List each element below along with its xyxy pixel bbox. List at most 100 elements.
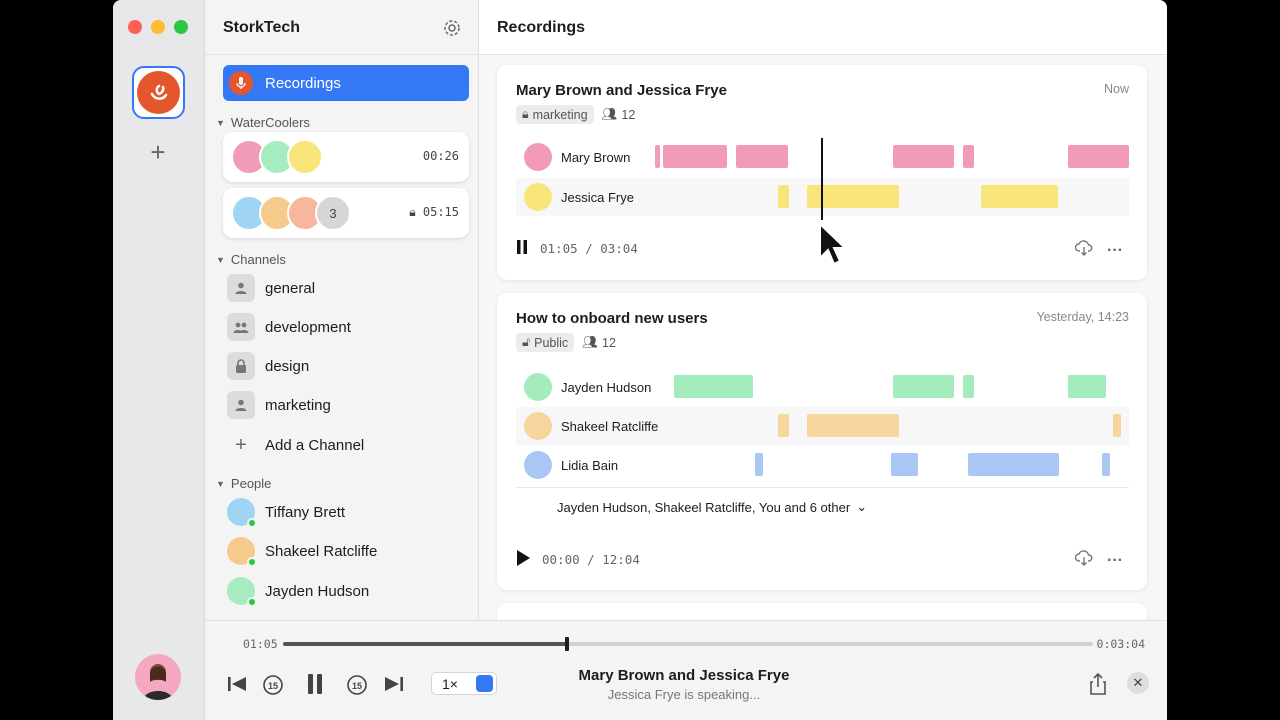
download-icon[interactable]: [1074, 550, 1093, 571]
speech-segment: [736, 145, 788, 168]
section-watercoolers[interactable]: ▼ WaterCoolers: [216, 115, 310, 130]
download-icon[interactable]: [1074, 240, 1093, 261]
chevron-down-icon: ▼: [216, 254, 225, 265]
lock-icon: [227, 352, 255, 380]
chevron-down-icon: ▼: [216, 478, 225, 489]
sidebar: StorkTech Recordings ▼ WaterCoolers 00:2…: [205, 0, 479, 620]
sidebar-item-recordings[interactable]: Recordings: [223, 65, 469, 101]
channel-item-design[interactable]: design: [227, 351, 309, 381]
close-window-button[interactable]: [128, 20, 142, 34]
svg-text:15: 15: [268, 681, 278, 691]
channel-item-general[interactable]: general: [227, 273, 315, 303]
speech-segment: [968, 453, 1059, 476]
sidebar-item-label: Recordings: [265, 74, 341, 92]
person-item-shakeel-ratcliffe[interactable]: Shakeel Ratcliffe: [227, 536, 377, 567]
app-window: + StorkTech Recordings ▼ WaterCoolers: [113, 0, 1167, 720]
watercooler-item[interactable]: 3 🔒︎ 05:15: [223, 188, 469, 238]
progress-fill: [283, 642, 567, 646]
avatar: [524, 143, 552, 171]
avatar: [227, 498, 257, 528]
person-icon: [227, 391, 255, 419]
avatar: [524, 373, 552, 401]
speech-segment: [893, 375, 954, 398]
recording-time: Now: [1103, 82, 1129, 96]
participant-count: 👥︎ 12: [601, 107, 636, 122]
channel-tag[interactable]: 🔓︎ Public: [516, 333, 575, 352]
now-playing-status: Jessica Frye is speaking...: [607, 687, 761, 702]
lock-icon: 🔒︎: [409, 205, 416, 219]
minimize-window-button[interactable]: [151, 20, 165, 34]
skip-forward-icon[interactable]: [381, 671, 407, 697]
more-options-icon[interactable]: ···: [1107, 241, 1123, 259]
progress-handle[interactable]: [564, 637, 569, 651]
avatar: [227, 577, 257, 607]
speaker-track[interactable]: Lidia Bain: [516, 446, 1129, 484]
gear-icon[interactable]: [442, 18, 462, 38]
close-icon[interactable]: ✕: [1127, 672, 1149, 694]
main-header: Recordings: [479, 0, 1167, 55]
chevron-down-icon: ▼: [216, 117, 225, 128]
person-item-jayden-hudson[interactable]: Jayden Hudson: [227, 576, 369, 607]
extra-participants-badge: 3: [315, 195, 351, 231]
recording-time: Yesterday, 14:23: [1036, 310, 1129, 324]
speech-segment: [663, 145, 727, 168]
play-icon[interactable]: [516, 550, 530, 569]
now-playing-title: Mary Brown and Jessica Frye: [578, 667, 790, 684]
page-title: Recordings: [497, 19, 586, 36]
section-channels[interactable]: ▼ Channels: [216, 252, 286, 267]
pause-icon[interactable]: [516, 240, 528, 257]
person-item-tiffany-brett[interactable]: Tiffany Brett: [227, 497, 345, 528]
speech-segment: [1113, 414, 1121, 437]
skip-back-icon[interactable]: [224, 671, 250, 697]
avatar: [524, 183, 552, 211]
user-avatar[interactable]: [135, 654, 181, 700]
channel-item-marketing[interactable]: marketing: [227, 390, 331, 420]
elapsed-time: 01:05: [243, 637, 278, 651]
pause-icon[interactable]: [302, 671, 328, 697]
add-channel-button[interactable]: + Add a Channel: [227, 430, 364, 460]
speech-segment: [674, 375, 753, 398]
unlock-icon: 🔓︎: [522, 335, 531, 349]
more-options-icon[interactable]: ···: [1107, 551, 1123, 569]
share-icon[interactable]: [1085, 671, 1111, 697]
speech-segment: [807, 185, 899, 208]
speech-segment: [655, 145, 660, 168]
plus-icon: +: [235, 433, 247, 456]
zoom-window-button[interactable]: [174, 20, 188, 34]
rewind-15-icon[interactable]: 15: [260, 671, 286, 697]
watercooler-duration: 05:15: [422, 205, 459, 219]
playback-position: 01:05: [540, 241, 578, 256]
divider: [516, 487, 1129, 488]
playhead-marker[interactable]: [821, 138, 823, 220]
speech-segment: [778, 414, 789, 437]
person-icon: [227, 274, 255, 302]
add-workspace-icon[interactable]: +: [150, 137, 166, 167]
channel-tag[interactable]: 🔒︎ marketing: [516, 105, 594, 124]
playback-speed-select[interactable]: 1×: [431, 672, 497, 695]
avatar: [524, 451, 552, 479]
participants-summary[interactable]: Jayden Hudson, Shakeel Ratcliffe, You an…: [557, 499, 868, 515]
speaker-track[interactable]: Mary Brown: [516, 138, 1129, 176]
progress-slider[interactable]: [283, 637, 1093, 651]
speech-segment: [891, 453, 918, 476]
online-status-icon: [247, 557, 257, 567]
playback-duration: 12:04: [602, 552, 640, 567]
section-people[interactable]: ▼ People: [216, 476, 272, 491]
recording-title: How to onboard new users: [516, 310, 708, 327]
speaker-track[interactable]: Jayden Hudson: [516, 368, 1129, 406]
stepper-icon[interactable]: [476, 675, 493, 692]
people-icon: 👥︎: [601, 107, 618, 121]
sidebar-header: StorkTech: [205, 0, 478, 55]
avatar: [227, 537, 257, 567]
forward-15-icon[interactable]: 15: [344, 671, 370, 697]
people-icon: [227, 313, 255, 341]
total-time: 0:03:04: [1096, 637, 1145, 651]
recording-card[interactable]: How to onboard new users Yesterday, 14:2…: [497, 293, 1147, 590]
speaker-track[interactable]: Shakeel Ratcliffe: [516, 407, 1129, 445]
online-status-icon: [247, 518, 257, 528]
channel-item-development[interactable]: development: [227, 312, 351, 342]
workspace-logo-button[interactable]: [132, 66, 185, 119]
watercooler-item[interactable]: 00:26: [223, 132, 469, 182]
audio-player: 01:05 0:03:04 15 15 1× Mary Brown and Je…: [205, 620, 1167, 720]
lock-icon: 🔒︎: [522, 107, 529, 121]
